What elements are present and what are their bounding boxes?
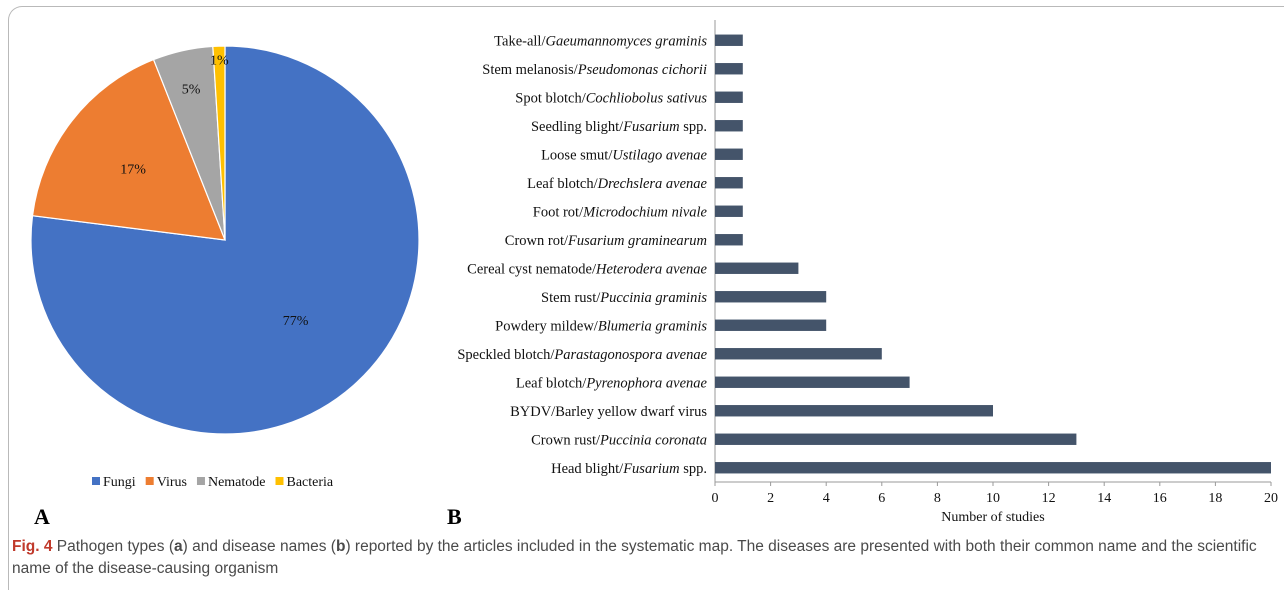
figure-caption: Fig. 4 Pathogen types (a) and disease na…: [12, 536, 1277, 580]
legend-swatch-nematode: [196, 477, 205, 485]
pie-label-nematode: 5%: [182, 83, 201, 98]
bar-loose-smut-ustilago-avenae: [715, 148, 743, 160]
bar-chart: Head blight/Fusarium spp. Crown rust/Pucc…: [457, 20, 1278, 525]
y-tick-label: Crown rust/Puccinia coronata: [531, 432, 707, 448]
pie-slice-virus: [31, 58, 226, 241]
y-tick-label: Leaf blotch/Pyrenophora avenae: [516, 375, 708, 391]
bar-foot-rot-microdochium-nivale: [715, 205, 743, 217]
x-tick-label: 20: [1264, 491, 1278, 506]
caption-panel-ref: b: [335, 538, 346, 555]
pie-slice-bacteria: [212, 45, 226, 241]
caption-text: Pathogen types (a) and disease names (b)…: [12, 538, 1257, 577]
y-tick-label: Seedling blight/Fusarium spp.: [531, 119, 707, 135]
y-tick-label: Stem rust/Puccinia graminis: [541, 290, 707, 306]
x-axis-label: Number of studies: [941, 510, 1044, 525]
bar-leaf-blotch-drechslera-avenae: [715, 177, 743, 189]
caption-panel-ref: a: [173, 538, 183, 555]
legend-swatch-virus: [145, 477, 154, 485]
pie-legend: Fungi Virus Nematode Bacteria: [92, 475, 334, 490]
figure-frame: [8, 6, 1284, 590]
pie-label-fungi: 77%: [283, 314, 309, 329]
x-tick-label: 12: [1042, 491, 1056, 506]
pie-chart: 77% 17% 5% 1%: [30, 45, 420, 435]
caption-segment: ) reported by the articles included in t…: [12, 538, 1257, 577]
y-tick-label: Take-all/Gaeumannomyces graminis: [494, 33, 707, 49]
bar-stem-rust-puccinia-graminis: [715, 291, 827, 303]
y-tick-label: Crown rot/Fusarium graminearum: [505, 233, 707, 249]
panel-label-b: B: [447, 504, 462, 529]
panel-label-a: A: [34, 504, 50, 529]
x-tick-label: 14: [1097, 491, 1111, 506]
y-tick-label: Head blight/Fusarium spp.: [551, 461, 707, 477]
y-tick-label: Spot blotch/Cochliobolus sativus: [515, 90, 707, 106]
bar-crown-rot-fusarium-graminearum: [715, 234, 743, 246]
y-tick-label: Speckled blotch/Parastagonospora avenae: [457, 347, 707, 363]
legend-swatch-bacteria: [275, 477, 284, 485]
caption-figure-label: Fig. 4: [12, 538, 53, 555]
pie-label-bacteria: 1%: [210, 54, 229, 69]
y-tick-label: Leaf blotch/Drechslera avenae: [527, 176, 707, 192]
legend-label-bacteria: Bacteria: [287, 475, 334, 490]
bar-take-all-gaeumannomyces-graminis: [715, 34, 743, 46]
x-tick-label: 16: [1153, 491, 1167, 506]
bar-bydv-barley-yellow-dwarf-virus: [715, 405, 993, 417]
x-tick-label: 8: [934, 491, 941, 506]
bar-speckled-blotch-parastagonospora-avenae: [715, 348, 882, 360]
legend-label-fungi: Fungi: [103, 475, 136, 490]
y-tick-label: Powdery mildew/Blumeria graminis: [495, 318, 707, 334]
y-tick-label: Loose smut/Ustilago avenae: [541, 147, 707, 163]
bar-stem-melanosis-pseudomonas-cichorii: [715, 63, 743, 75]
legend-label-nematode: Nematode: [208, 475, 266, 490]
pie-slice-fungi: [30, 45, 420, 435]
figure-canvas: 77% 17% 5% 1% Fungi Virus Nematode Bacteria He…: [30, 20, 1278, 529]
y-tick-label: Stem melanosis/Pseudomonas cichorii: [482, 62, 707, 78]
bar-cereal-cyst-nematode-heterodera-avenae: [715, 262, 799, 274]
caption-segment: ) and disease names (: [182, 538, 336, 555]
y-tick-label: Cereal cyst nematode/Heterodera avenae: [467, 261, 707, 277]
x-tick-label: 10: [986, 491, 1000, 506]
x-tick-label: 6: [878, 491, 885, 506]
bar-spot-blotch-cochliobolus-sativus: [715, 91, 743, 103]
bar-powdery-mildew-blumeria-graminis: [715, 319, 827, 331]
pie-label-virus: 17%: [120, 163, 146, 178]
bar-crown-rust-puccinia-coronata: [715, 433, 1077, 445]
caption-segment: Pathogen types (: [52, 538, 174, 555]
bar-leaf-blotch-pyrenophora-avenae: [715, 376, 910, 388]
x-tick-label: 2: [767, 491, 774, 506]
bar-head-blight-fusarium: [715, 462, 1271, 474]
bar-seedling-blight-fusarium: [715, 120, 743, 132]
x-tick-label: 0: [712, 491, 719, 506]
legend-label-virus: Virus: [157, 475, 187, 490]
x-tick-label: 4: [823, 491, 830, 506]
legend-swatch-fungi: [92, 477, 100, 485]
y-tick-label: Foot rot/Microdochium nivale: [533, 204, 708, 220]
x-tick-label: 18: [1208, 491, 1222, 506]
y-tick-label: BYDV/Barley yellow dwarf virus: [510, 404, 707, 420]
